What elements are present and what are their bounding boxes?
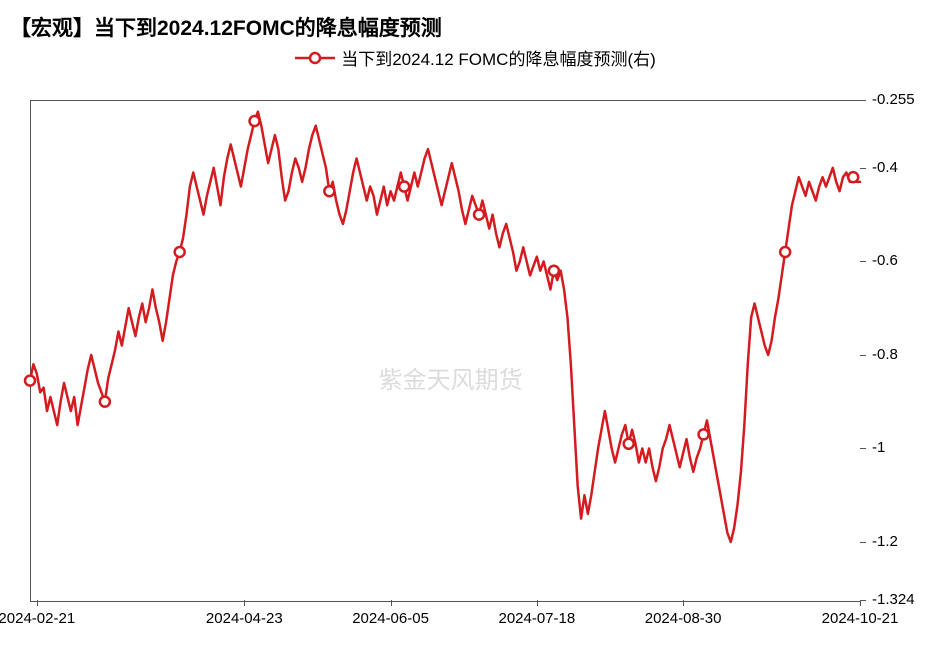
y-tick-label: -1.2 <box>872 533 898 550</box>
x-tick-mark <box>391 600 392 606</box>
x-tick-label: 2024-07-18 <box>498 610 575 627</box>
series-marker <box>25 376 35 386</box>
series-marker <box>399 182 409 192</box>
x-tick-label: 2024-08-30 <box>645 610 722 627</box>
y-tick-label: -0.4 <box>872 159 898 176</box>
series-marker <box>175 247 185 257</box>
y-tick-label: -0.6 <box>872 252 898 269</box>
plot-area: 紫金天风期货 -0.255-0.4-0.6-0.8-1-1.2-1.324202… <box>30 100 860 600</box>
y-tick-mark <box>860 100 866 101</box>
x-tick-mark <box>683 600 684 606</box>
y-tick-mark <box>860 542 866 543</box>
line-series <box>30 100 860 600</box>
series-marker <box>848 172 858 182</box>
y-tick-mark <box>860 448 866 449</box>
x-tick-label: 2024-04-23 <box>206 610 283 627</box>
y-tick-label: -1.324 <box>872 591 915 608</box>
x-tick-mark <box>860 600 861 606</box>
legend: 当下到2024.12 FOMC的降息幅度预测(右) <box>0 45 951 70</box>
y-tick-label: -1 <box>872 439 885 456</box>
y-tick-mark <box>860 168 866 169</box>
x-tick-mark <box>37 600 38 606</box>
series-marker <box>250 116 260 126</box>
x-tick-mark <box>537 600 538 606</box>
legend-label: 当下到2024.12 FOMC的降息幅度预测(右) <box>341 45 656 70</box>
y-tick-mark <box>860 355 866 356</box>
x-tick-label: 2024-10-21 <box>822 610 899 627</box>
chart-title: 【宏观】当下到2024.12FOMC的降息幅度预测 <box>10 12 442 42</box>
series-marker <box>624 439 634 449</box>
y-tick-mark <box>860 261 866 262</box>
series-marker <box>100 397 110 407</box>
series-marker <box>324 186 334 196</box>
chart-container: 【宏观】当下到2024.12FOMC的降息幅度预测 当下到2024.12 FOM… <box>0 0 951 667</box>
series-marker <box>474 210 484 220</box>
y-tick-label: -0.255 <box>872 91 915 108</box>
legend-marker-icon <box>295 50 335 66</box>
x-tick-label: 2024-06-05 <box>352 610 429 627</box>
series-marker <box>780 247 790 257</box>
y-tick-label: -0.8 <box>872 346 898 363</box>
series-marker <box>549 266 559 276</box>
series-marker <box>699 429 709 439</box>
series-line <box>30 112 860 542</box>
x-tick-label: 2024-02-21 <box>0 610 75 627</box>
x-tick-mark <box>244 600 245 606</box>
